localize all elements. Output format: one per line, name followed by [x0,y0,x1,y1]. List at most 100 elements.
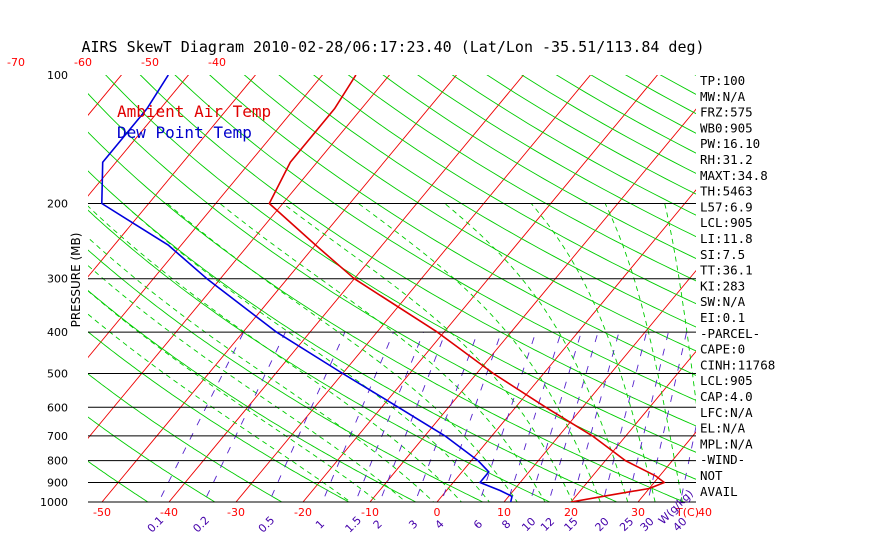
pressure-tick-label: 500 [47,367,68,380]
bottom-temperature-tick: 20 [564,506,578,519]
top-temperature-tick: -50 [141,56,159,69]
dry-adiabat-line [88,331,350,502]
mixing-ratio-label: 2 [371,517,385,531]
top-temperature-tick: -40 [208,56,226,69]
mixing-ratio-line [321,331,394,502]
isotherm-line [88,75,189,197]
dry-adiabat-line [88,131,686,502]
dry-adiabat-line [88,209,551,502]
index-entry: KI:283 [700,278,745,293]
index-entry: L57:6.9 [700,199,753,214]
dry-adiabat-line [746,66,870,512]
dew-point-line [101,75,513,502]
isotherm-line [302,75,658,502]
mixing-ratio-label: 12 [538,515,557,534]
stability-indices: TP:100MW:N/AFRZ:575WB0:905PW:16.10RH:31.… [700,73,775,499]
dry-adiabat-line [382,75,696,260]
mixing-ratio-line [203,331,286,502]
bottom-temperature-tick: 0 [434,506,441,519]
index-entry: CAP:4.0 [700,389,753,404]
mixing-ratio-line [548,331,599,502]
mixing-ratio-label: 0.2 [190,514,212,536]
index-entry: -PARCEL- [700,326,760,341]
mixing-ratio-line [354,331,424,502]
index-entry: LCL:905 [700,215,753,230]
mixing-ratio-label: 8 [499,517,513,531]
dry-adiabat-line [278,75,696,328]
index-entry: -WIND- [700,452,745,467]
isotherm-line [503,269,696,502]
legend-entry: Ambient Air Temp [117,102,271,121]
dry-adiabat-line [781,66,870,512]
top-temperature-tick: -60 [74,56,92,69]
isotherm-line [88,75,323,359]
index-entry: LCL:905 [700,373,753,388]
dry-adiabat-line [88,93,696,480]
index-entry: TH:5463 [700,184,753,199]
isotherm-line [88,75,122,116]
dry-adiabat-line [521,75,696,174]
dry-adiabat-line [313,75,696,305]
bottom-temperature-tick: 10 [497,506,511,519]
mixing-ratio-label: 1 [313,517,327,531]
top-temperature-axis: -120-110-100-90-80-70-60-50-40 [7,56,226,69]
dry-adiabat-line [243,75,696,352]
moist-adiabat-line [604,203,683,502]
dry-adiabat-line [451,75,696,216]
index-entry: LI:11.8 [700,231,753,246]
pressure-tick-label: 900 [47,476,68,489]
bottom-temperature-tick: -10 [361,506,379,519]
index-entry: NOT [700,468,723,483]
pressure-tick-label: 200 [47,198,68,211]
pressure-tick-label: 400 [47,326,68,339]
index-entry: CAPE:0 [700,342,745,357]
dry-adiabat-line [88,170,619,502]
index-entry: SW:N/A [700,294,746,309]
moist-adiabat-line [122,203,490,502]
mixing-ratio-line [158,331,245,502]
x-axis-unit: T(C) [675,506,699,519]
index-entry: EL:N/A [700,421,746,436]
pressure-tick-label: 1000 [40,496,68,509]
pressure-axis: 100 200 300 400 500 600 700 800 900 1000 [40,69,68,509]
dry-adiabat-line [88,416,216,502]
dry-adiabat-line [88,460,149,502]
mixing-ratio-label: 6 [471,517,485,531]
bottom-temperature-axis: -50 -40 -30 -20 -10 0 10 20 30 40 [93,506,712,519]
pressure-tick-label: 600 [47,401,68,414]
dry-adiabat-line [88,249,484,502]
index-entry: FRZ:575 [700,105,753,120]
isotherm-line [168,75,524,502]
pressure-tick-label: 300 [47,273,68,286]
index-entry: AVAIL [700,484,738,499]
pressure-tick-label: 100 [47,69,68,82]
index-entry: EI:0.1 [700,310,745,325]
index-entry: MW:N/A [700,89,746,104]
dry-adiabat-line [105,75,696,453]
isobars [88,203,696,503]
moist-adiabat-line [530,203,656,502]
mixing-ratio-label: 10 [519,515,538,534]
index-entry: MAXT:34.8 [700,168,768,183]
index-entry: SI:7.5 [700,247,745,262]
isotherm-line [764,65,870,511]
index-entry: MPL:N/A [700,436,753,451]
pressure-tick-label: 700 [47,430,68,443]
mixing-ratio-label: 3 [406,517,420,531]
moist-adiabat-line [358,203,601,502]
bottom-temperature-tick: -30 [227,506,245,519]
chart-grid [0,65,870,512]
isotherm-line [0,65,62,511]
dry-adiabat-line [139,75,696,427]
index-entry: CINH:11768 [700,357,775,372]
moist-adiabat-line [88,205,463,502]
bottom-temperature-tick: -20 [294,506,312,519]
mixing-ratio-line [602,331,648,502]
index-entry: PW:16.10 [700,136,760,151]
index-entry: WB0:905 [700,120,753,135]
index-entry: TT:36.1 [700,263,753,278]
y-axis-title: PRESSURE (MB) [69,233,83,328]
bottom-temperature-tick: 40 [698,506,712,519]
mixing-ratio-line [268,331,346,502]
moist-adiabat-line [88,290,379,502]
